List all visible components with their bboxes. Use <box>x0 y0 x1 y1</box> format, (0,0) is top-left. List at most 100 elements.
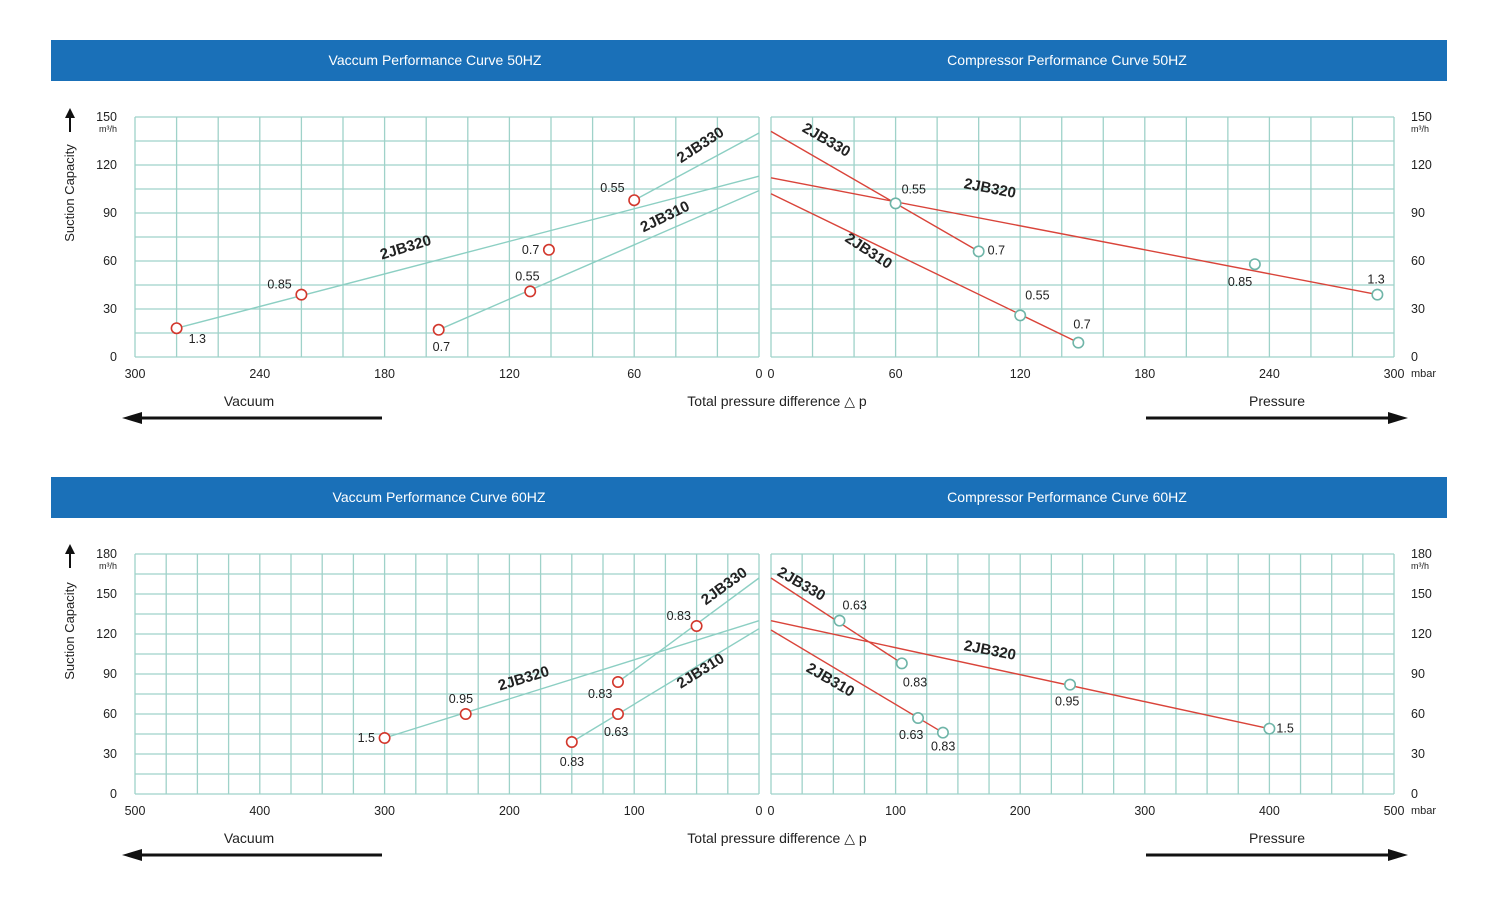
data-point-label: 0.83 <box>560 755 584 769</box>
x-tick-label: 200 <box>1010 804 1031 818</box>
arrow-up-icon <box>65 544 75 568</box>
chart-texts: 300 240 180 120 60 003060901201500.70.552JB33… <box>96 110 1432 818</box>
y-tick-label: 30 <box>1411 747 1425 761</box>
arrow-up-icon <box>65 108 75 132</box>
data-point-label: 0.7 <box>433 340 450 354</box>
compressor-60hz-title: Compressor Performance Curve 60HZ <box>947 489 1187 505</box>
y-tick-label: 150 <box>96 110 117 124</box>
series-line-2jb310 <box>571 628 760 743</box>
x-tick-label: 240 <box>1259 367 1280 381</box>
x-tick-label: 180 <box>1134 367 1155 381</box>
y-tick-label: 30 <box>103 302 117 316</box>
y-tick-label: 90 <box>103 206 117 220</box>
data-point-label: 0.83 <box>667 609 691 623</box>
flow-unit-right-50: m³/h <box>1411 124 1429 134</box>
series-line-2jb320 <box>770 177 1378 296</box>
arrow-left-icon <box>122 849 382 861</box>
series-line-2jb320 <box>770 619 1270 730</box>
data-point-label: 0.55 <box>1025 288 1049 302</box>
y-tick-label: 30 <box>1411 302 1425 316</box>
data-point-label: 0.7 <box>522 243 539 257</box>
curve-name-label: 2JB310 <box>842 230 895 273</box>
vacuum-label-50: Vacuum <box>224 393 274 409</box>
y-tick-label: 120 <box>96 627 117 641</box>
chart-grids <box>134 116 1395 795</box>
pressure-unit-50: mbar <box>1411 368 1436 380</box>
y-tick-label: 90 <box>103 667 117 681</box>
y-tick-label: 0 <box>110 350 117 364</box>
y-tick-label: 0 <box>1411 350 1418 364</box>
curve-name-label: 2JB310 <box>638 198 693 236</box>
y-tick-label: 90 <box>1411 667 1425 681</box>
y-tick-label: 180 <box>96 547 117 561</box>
x-tick-label: 100 <box>885 804 906 818</box>
data-point-marker <box>1263 722 1276 735</box>
data-point-marker <box>565 735 578 748</box>
x-tick-label: 400 <box>1259 804 1280 818</box>
curve-name-label: 2JB320 <box>962 175 1017 202</box>
x-tick-label: 180 <box>374 367 395 381</box>
x-tick-label: 100 <box>624 804 645 818</box>
chart-lines <box>176 130 1378 743</box>
data-point-marker <box>690 619 703 632</box>
y-tick-label: 60 <box>1411 707 1425 721</box>
data-point-marker <box>524 285 537 298</box>
data-point-label: 1.3 <box>1367 273 1384 287</box>
y-tick-label: 150 <box>1411 110 1432 124</box>
data-point-label: 0.7 <box>1073 318 1090 332</box>
x-tick-label: 0 <box>768 367 775 381</box>
x-tick-label: 300 <box>1384 367 1405 381</box>
data-point-marker <box>170 322 183 335</box>
data-point-label: 0.55 <box>902 182 926 196</box>
data-point-label: 1.3 <box>189 332 206 346</box>
y-tick-label: 60 <box>103 254 117 268</box>
header-bar-60hz: Vaccum Performance Curve 60HZ Compressor… <box>51 477 1447 518</box>
series-line-2jb330 <box>633 132 760 201</box>
data-point-label: 0.55 <box>600 181 624 195</box>
y-tick-label: 60 <box>1411 254 1425 268</box>
y-tick-label: 120 <box>1411 158 1432 172</box>
x-tick-label: 300 <box>1134 804 1155 818</box>
chart-markers <box>170 194 1384 748</box>
x-tick-label: 0 <box>756 367 763 381</box>
data-point-marker <box>889 197 902 210</box>
data-point-marker <box>1371 288 1384 301</box>
data-point-label: 1.5 <box>1276 722 1293 736</box>
x-tick-label: 300 <box>374 804 395 818</box>
data-point-label: 1.5 <box>358 731 375 745</box>
data-point-marker <box>459 707 472 720</box>
arrow-left-icon <box>122 412 382 424</box>
x-tick-label: 500 <box>1384 804 1405 818</box>
data-point-marker <box>1248 258 1261 271</box>
x-tick-label: 400 <box>249 804 270 818</box>
data-point-marker <box>542 243 555 256</box>
curve-name-label: 2JB310 <box>674 650 728 692</box>
data-point-label: 0.85 <box>1228 275 1252 289</box>
data-point-marker <box>895 657 908 670</box>
flow-unit-left-60: m³/h <box>99 561 117 571</box>
data-point-marker <box>1014 309 1027 322</box>
x-tick-label: 500 <box>125 804 146 818</box>
pressure-label-60: Pressure <box>1249 830 1305 846</box>
header-bar-50hz: Vaccum Performance Curve 50HZ Compressor… <box>51 40 1447 81</box>
x-tick-label: 60 <box>889 367 903 381</box>
data-point-label: 0.95 <box>449 692 473 706</box>
x-tick-label: 60 <box>627 367 641 381</box>
data-point-label: 0.63 <box>604 725 628 739</box>
series-line-2jb330 <box>617 577 760 683</box>
data-point-marker <box>628 194 641 207</box>
data-point-marker <box>1072 336 1085 349</box>
y-tick-label: 0 <box>110 787 117 801</box>
data-point-label: 0.83 <box>903 675 927 689</box>
arrow-right-icon <box>1146 849 1408 861</box>
data-point-marker <box>611 707 624 720</box>
arrow-right-icon <box>1146 412 1408 424</box>
x-tick-label: 300 <box>125 367 146 381</box>
y-tick-label: 60 <box>103 707 117 721</box>
x-tick-label: 0 <box>768 804 775 818</box>
x-tick-label: 120 <box>1010 367 1031 381</box>
total-pressure-label-50: Total pressure difference △ p <box>687 393 867 409</box>
data-point-label: 0.83 <box>588 687 612 701</box>
data-point-marker <box>378 731 391 744</box>
